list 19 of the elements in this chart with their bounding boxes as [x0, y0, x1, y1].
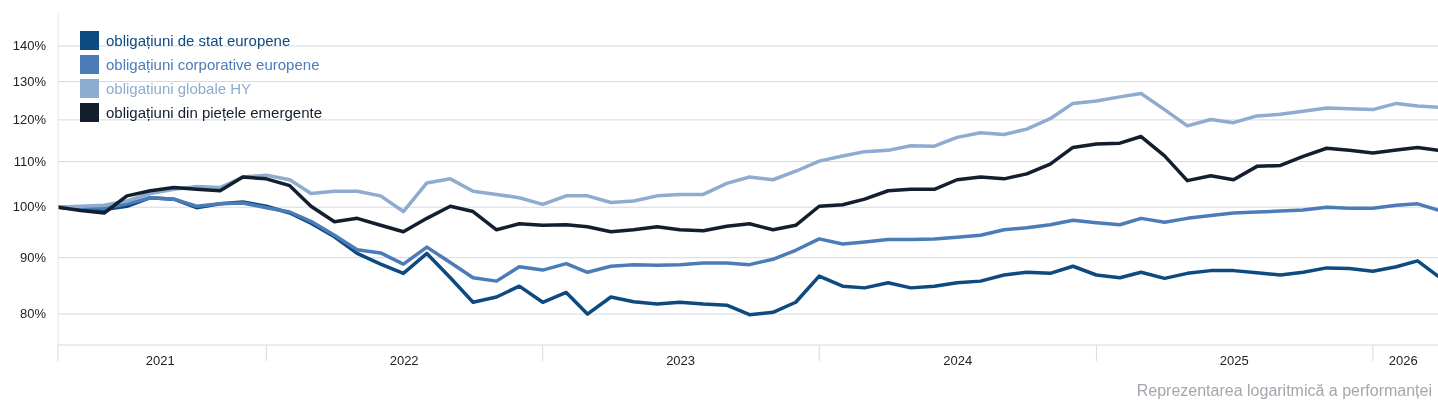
text: Reprezentarea logaritmică a performanței	[1136, 382, 1432, 400]
y-tick-label: 110%	[13, 153, 47, 169]
x-tick-label: 2025	[1219, 353, 1249, 368]
y-tick-label: 90%	[19, 249, 47, 265]
y-tick-label: 100%	[12, 199, 47, 215]
legend-label: obligațiuni corporative europene	[106, 55, 320, 73]
x-tick-label: 2024	[943, 353, 973, 368]
line-series	[58, 134, 1438, 234]
legend-label: obligatiuni globale HY	[106, 79, 252, 97]
y-tick-label: 130%	[12, 73, 47, 89]
legend-label: obligațiuni de stat europene	[106, 31, 291, 49]
legend-label: obligațiuni din piețele emergente	[106, 103, 322, 121]
y-tick-label: 80%	[19, 306, 47, 322]
x-tick-label: 2023	[666, 353, 696, 368]
x-tick-label: 2026	[1388, 353, 1418, 368]
x-tick-label: 2022	[389, 353, 419, 368]
y-tick-label: 120%	[12, 111, 47, 127]
y-tick-label: 140%	[12, 38, 47, 54]
x-tick-label: 2021	[145, 353, 175, 368]
